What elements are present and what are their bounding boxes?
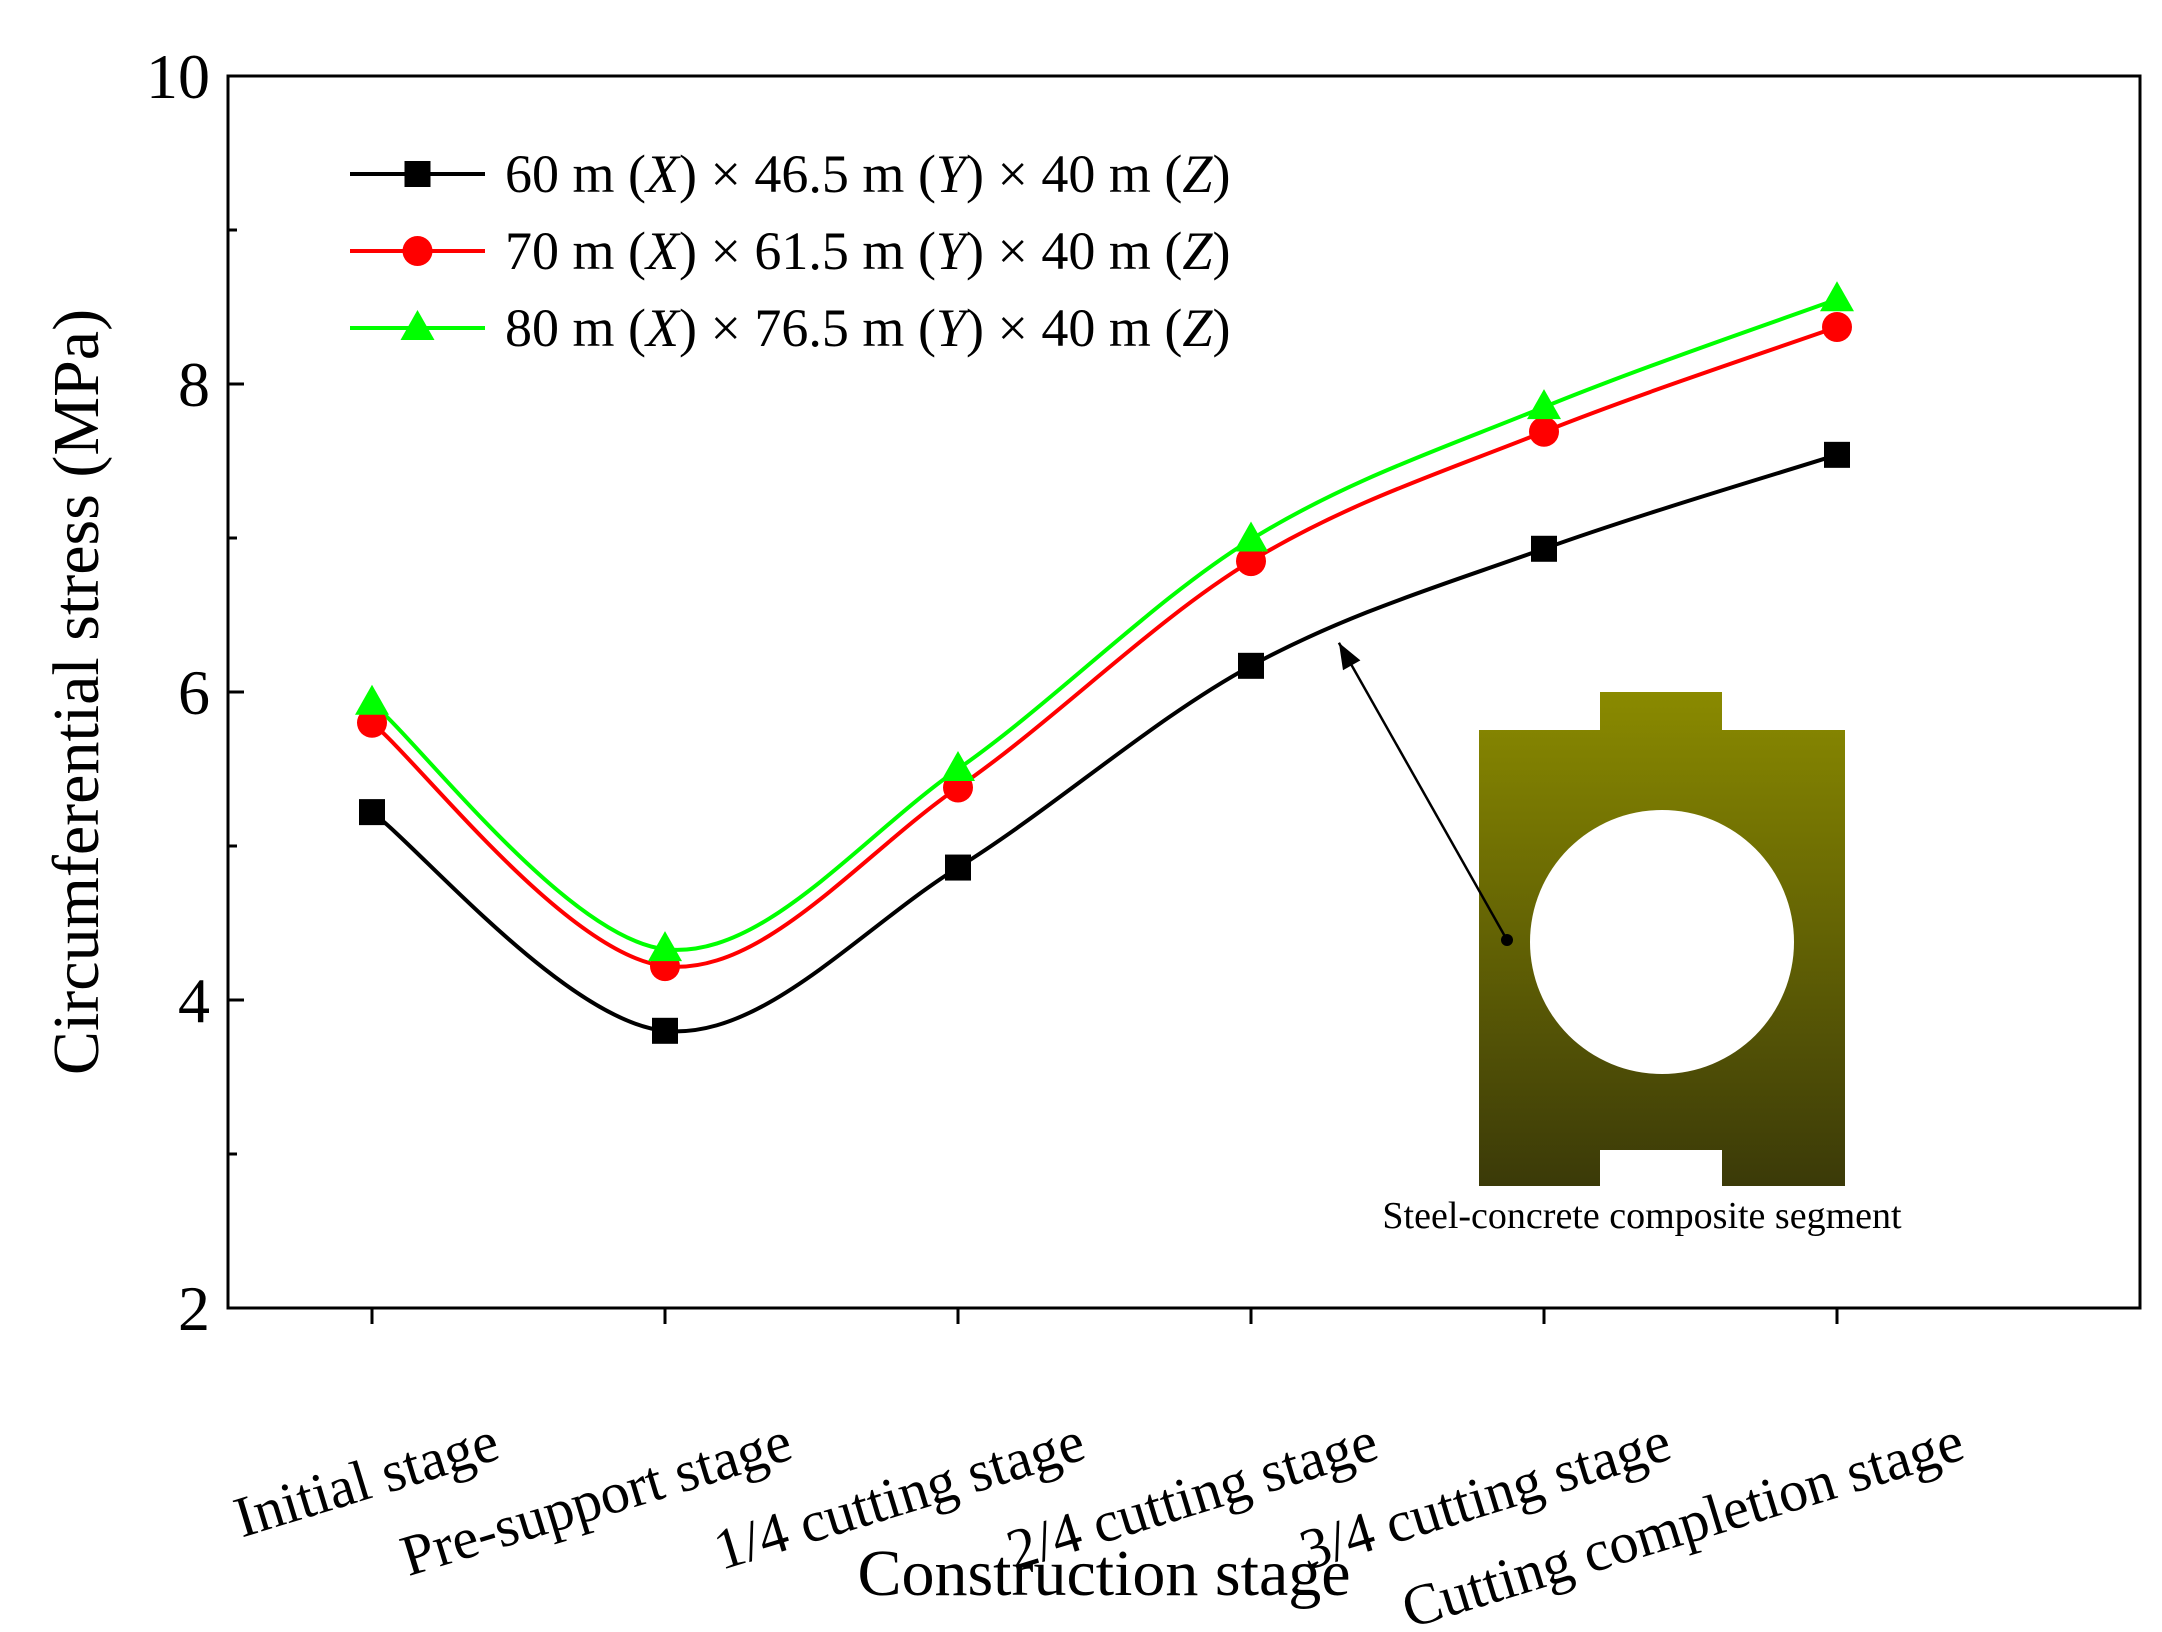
series-2-point: [1236, 546, 1266, 577]
series-3-point: [1527, 389, 1561, 420]
series-3-line: [370, 297, 1838, 952]
segment-opening: [1530, 810, 1794, 1074]
series-1-point: [652, 1017, 678, 1044]
y-tick-label: 10: [146, 41, 210, 112]
legend-marker-2: [402, 236, 433, 266]
legend-marker-1: [404, 161, 431, 187]
series-1-point: [359, 799, 385, 826]
series-2-point: [1822, 312, 1852, 343]
y-tick-label: 2: [178, 1273, 210, 1344]
annotation-arrowhead: [1338, 642, 1361, 671]
y-axis-title: Circumferential stress (MPa): [40, 309, 113, 1075]
series-1-line: [370, 452, 1838, 1034]
x-axis-title: Construction stage: [857, 1537, 1350, 1610]
y-tick-label: 8: [178, 349, 210, 420]
legend-label-1: 60 m (X) × 46.5 m (Y) × 40 m (Z): [505, 144, 1230, 204]
annotation-dot: [1501, 934, 1513, 946]
legend-label-2: 70 m (X) × 61.5 m (Y) × 40 m (Z): [505, 221, 1230, 281]
series-3-point: [1820, 281, 1854, 312]
series-1-point: [1531, 535, 1557, 562]
series-2-point: [357, 707, 387, 738]
series-1-point: [945, 854, 971, 881]
series-3-point: [941, 751, 975, 781]
series-1-point: [1238, 652, 1264, 679]
series-2-point: [1529, 416, 1559, 447]
annotation-arrow: [1337, 642, 1509, 941]
series-3-point: [1234, 521, 1268, 552]
series-2-line: [370, 325, 1838, 969]
y-tick-label: 4: [178, 965, 210, 1036]
legend-label-3: 80 m (X) × 76.5 m (Y) × 40 m (Z): [505, 298, 1230, 358]
series-3-point: [355, 684, 389, 715]
legend-marker-3: [400, 310, 435, 340]
series-3-point: [648, 931, 682, 962]
series-1-point: [1824, 441, 1850, 468]
inset-caption: Steel-concrete composite segment: [1382, 1195, 1902, 1237]
y-tick-label: 6: [178, 657, 210, 728]
